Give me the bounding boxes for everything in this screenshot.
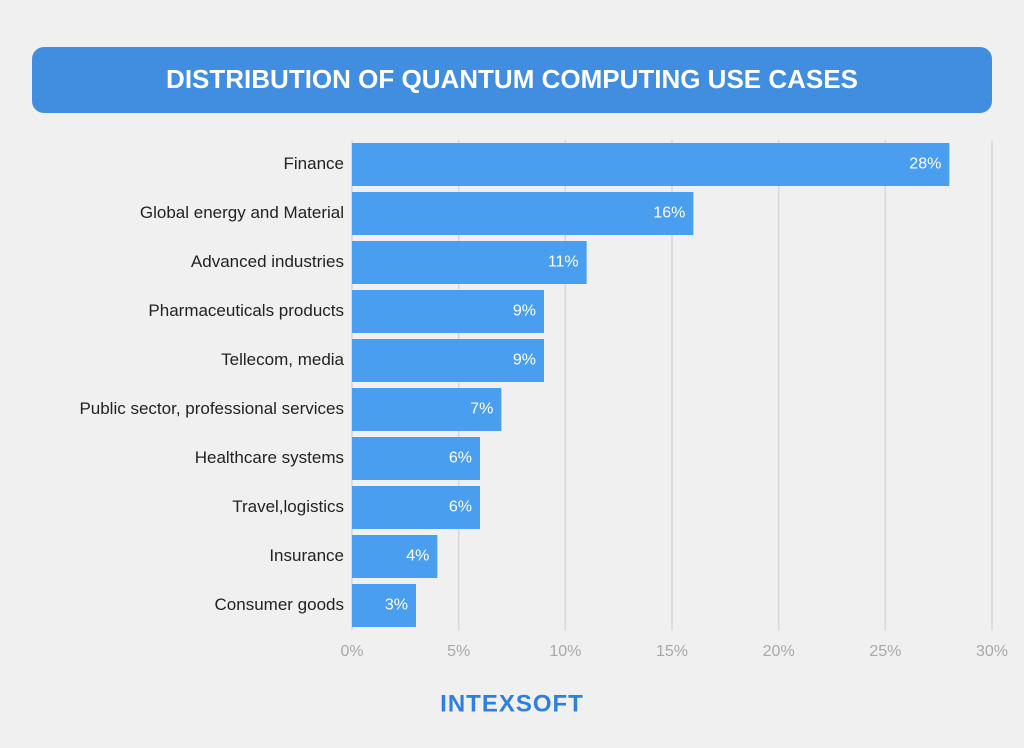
y-tick-label: Pharmaceuticals products xyxy=(148,301,344,320)
value-label: 4% xyxy=(406,548,429,565)
bar xyxy=(352,535,438,578)
x-tick-label: 15% xyxy=(656,643,688,660)
x-tick-label: 5% xyxy=(447,643,470,660)
value-label: 6% xyxy=(449,450,472,467)
bar xyxy=(352,437,480,480)
x-tick-label: 25% xyxy=(869,643,901,660)
logo: INTEXSOFT xyxy=(440,690,584,717)
x-tick-label: 20% xyxy=(763,643,795,660)
y-tick-label: Global energy and Material xyxy=(140,203,344,222)
x-tick-label: 10% xyxy=(549,643,581,660)
bar xyxy=(352,192,694,235)
value-label: 6% xyxy=(449,499,472,516)
y-tick-label: Consumer goods xyxy=(215,595,344,614)
value-label: 3% xyxy=(385,597,408,614)
y-tick-label: Tellecom, media xyxy=(221,350,344,369)
bar xyxy=(352,143,950,186)
bar xyxy=(352,486,480,529)
x-tick-label: 30% xyxy=(976,643,1008,660)
bar xyxy=(352,241,587,284)
value-label: 16% xyxy=(653,205,685,222)
value-label: 28% xyxy=(909,156,941,173)
y-tick-label: Travel,logistics xyxy=(232,497,344,516)
y-tick-label: Advanced industries xyxy=(191,252,344,271)
y-tick-label: Healthcare systems xyxy=(195,448,344,467)
bar xyxy=(352,339,544,382)
y-tick-label: Finance xyxy=(284,154,344,173)
chart-title: DISTRIBUTION OF QUANTUM COMPUTING USE CA… xyxy=(166,64,858,94)
title-banner xyxy=(32,47,992,113)
value-label: 9% xyxy=(513,352,536,369)
bar xyxy=(352,290,544,333)
y-tick-label: Public sector, professional services xyxy=(79,399,344,418)
value-label: 9% xyxy=(513,303,536,320)
value-label: 7% xyxy=(470,401,493,418)
x-tick-label: 0% xyxy=(340,643,363,660)
bar xyxy=(352,584,416,627)
y-tick-label: Insurance xyxy=(269,546,344,565)
bar xyxy=(352,388,502,431)
value-label: 11% xyxy=(548,254,579,271)
bars: Finance 28% Global energy and Material 16% A… xyxy=(79,143,950,627)
